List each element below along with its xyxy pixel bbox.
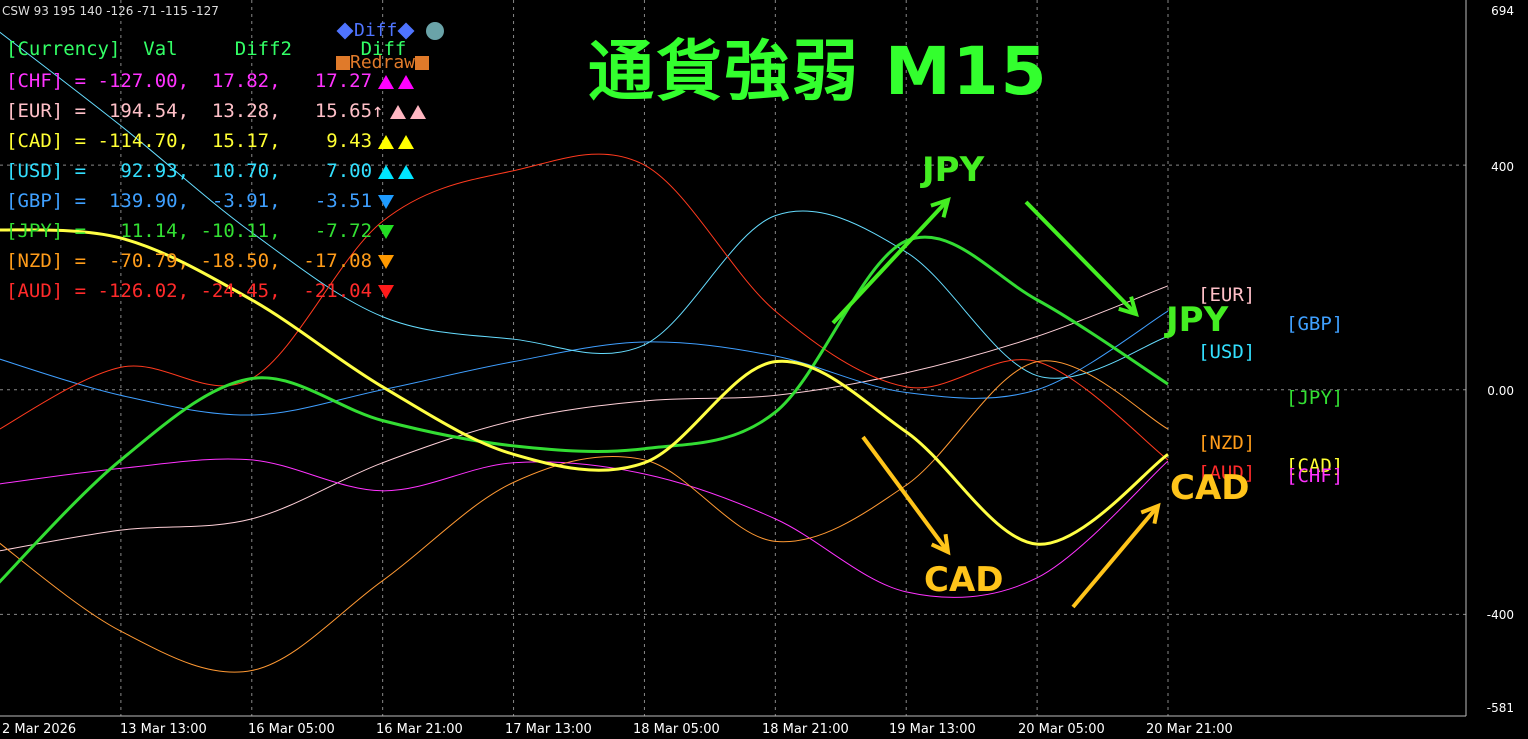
currency-row: [JPY] = 11.14, -10.11, -7.72: [6, 220, 398, 242]
right-label-gbp: [GBP]: [1286, 313, 1344, 335]
series-line-chf: [0, 458, 1169, 598]
triangle-up-icon: [378, 134, 395, 149]
triangle-down-icon: [378, 284, 395, 299]
series-line-eur: [0, 285, 1169, 552]
arrow-cad-down: [861, 435, 950, 554]
series-line-cad: [0, 228, 1169, 546]
arrow-jpy-up-head: [930, 196, 951, 218]
currency-row: [CAD] = -114.70, 15.17, 9.43: [6, 130, 418, 152]
y-axis-max: 694: [1491, 4, 1514, 18]
triangle-down-icon: [378, 194, 395, 209]
arrow-jpy-up: [831, 198, 950, 325]
trend-arrows: [378, 190, 398, 212]
annotation-cad-bottom: CAD: [924, 560, 1004, 600]
diff-label: Diff: [354, 20, 398, 41]
x-axis-tick: 16 Mar 05:00: [248, 722, 335, 737]
square-icon: [415, 56, 430, 70]
trend-arrows: [378, 130, 418, 152]
currency-row: [NZD] = -70.79, -18.50, -17.08: [6, 250, 398, 272]
x-axis-tick: 18 Mar 21:00: [762, 722, 849, 737]
annotation-jpy-top: JPY: [922, 150, 985, 190]
circle-icon[interactable]: [426, 22, 445, 40]
trend-arrows: [378, 280, 398, 302]
arrow-jpy-down-head: [1118, 296, 1139, 317]
series-line-usd: [0, 31, 1169, 379]
table-header: [Currency] Val Diff2 Diff: [6, 38, 407, 60]
redraw-button[interactable]: Redraw: [336, 52, 430, 73]
chart-title: 通貨強弱 M15: [588, 33, 1049, 110]
square-icon: [336, 56, 350, 70]
series-line-aud: [0, 153, 1169, 461]
chart-series-group: [0, 31, 1169, 673]
y-axis-tick: 0.00: [1487, 384, 1514, 398]
trend-arrows: [378, 160, 418, 182]
right-label-cad: [CAD]: [1286, 455, 1344, 477]
series-line-gbp: [0, 310, 1169, 416]
series-line-nzd: [0, 360, 1169, 673]
triangle-down-icon: [378, 224, 395, 239]
triangle-down-icon: [378, 254, 395, 269]
y-axis-tick: 400: [1491, 160, 1514, 174]
right-label-jpy: [JPY]: [1286, 387, 1344, 409]
right-label-aud: [AUD]: [1198, 462, 1256, 484]
currency-row: [EUR] = 194.54, 13.28, 15.65↑: [6, 100, 430, 122]
currency-row-text: [AUD] = -126.02, -24.45, -21.04: [6, 280, 373, 302]
currency-row-text: [CHF] = -127.00, 17.82, 17.27: [6, 70, 373, 92]
x-axis-tick: 2 Mar 2026: [2, 722, 77, 737]
right-label-eur: [EUR]: [1198, 284, 1256, 306]
triangle-up-icon: [378, 164, 395, 179]
right-label-chf: [CHF]: [1286, 465, 1344, 487]
currency-row: [GBP] = 139.90, -3.91, -3.51: [6, 190, 398, 212]
arrow-jpy-down: [1024, 200, 1138, 316]
diamond-icon: [336, 22, 354, 40]
currency-row-text: [USD] = 92.93, 10.70, 7.00: [6, 160, 373, 182]
triangle-up-icon: [389, 104, 406, 119]
indicator-header: CSW 93 195 140 -126 -71 -115 -127: [2, 4, 219, 18]
annotation-cad-right: CAD: [1170, 468, 1250, 508]
arrow-cad-up: [1071, 504, 1160, 609]
triangle-up-icon: [378, 74, 395, 89]
x-axis-tick: 20 Mar 21:00: [1146, 722, 1233, 737]
currency-row-text: [NZD] = -70.79, -18.50, -17.08: [6, 250, 373, 272]
right-label-usd: [USD]: [1198, 341, 1256, 363]
trend-arrows: [378, 70, 418, 92]
currency-row: [AUD] = -126.02, -24.45, -21.04: [6, 280, 398, 302]
trend-arrows: [378, 250, 398, 272]
diff-toggle[interactable]: Diff: [336, 20, 445, 41]
x-axis-tick: 17 Mar 13:00: [505, 722, 592, 737]
currency-row-text: [JPY] = 11.14, -10.11, -7.72: [6, 220, 373, 242]
trend-arrows: [389, 100, 430, 122]
currency-row-text: [GBP] = 139.90, -3.91, -3.51: [6, 190, 373, 212]
diamond-icon: [397, 22, 415, 40]
x-axis-tick: 19 Mar 13:00: [889, 722, 976, 737]
right-label-nzd: [NZD]: [1198, 432, 1256, 454]
chart-grid: [0, 0, 1466, 716]
redraw-label: Redraw: [350, 52, 416, 73]
triangle-up-icon: [398, 164, 415, 179]
x-axis-tick: 20 Mar 05:00: [1018, 722, 1105, 737]
series-line-jpy: [0, 235, 1169, 584]
currency-row: [USD] = 92.93, 10.70, 7.00: [6, 160, 418, 182]
currency-row-text: [EUR] = 194.54, 13.28, 15.65↑: [6, 100, 384, 122]
currency-row: [CHF] = -127.00, 17.82, 17.27: [6, 70, 418, 92]
annotation-jpy-right: JPY: [1166, 300, 1229, 340]
triangle-up-icon: [409, 104, 426, 119]
triangle-up-icon: [398, 134, 415, 149]
x-axis-tick: 16 Mar 21:00: [376, 722, 463, 737]
annotation-arrows: [831, 196, 1161, 609]
arrow-cad-up-head: [1140, 502, 1161, 525]
y-axis-tick: -400: [1486, 608, 1514, 622]
triangle-up-icon: [398, 74, 415, 89]
x-axis-tick: 18 Mar 05:00: [633, 722, 720, 737]
currency-row-text: [CAD] = -114.70, 15.17, 9.43: [6, 130, 373, 152]
arrow-cad-down-head: [930, 533, 951, 556]
y-axis-min: -581: [1486, 701, 1514, 715]
x-axis-tick: 13 Mar 13:00: [120, 722, 207, 737]
trend-arrows: [378, 220, 398, 242]
